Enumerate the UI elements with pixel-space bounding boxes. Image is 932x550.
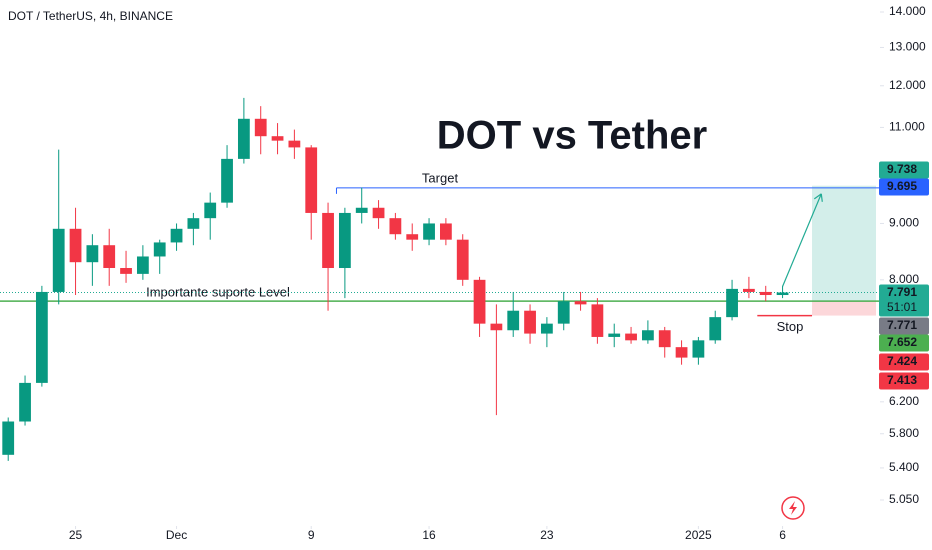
y-tick-label: 6.200 [889,394,919,408]
target-zone [812,185,876,302]
candle-body [204,202,217,219]
candle-body [743,288,755,292]
candle-body [759,291,772,296]
y-tick-label: 8.000 [889,272,919,286]
symbol-header: DOT / TetherUS, 4h, BINANCE [8,9,173,23]
x-tick-label: 23 [540,528,554,542]
candle-body [507,310,520,331]
candle-body [490,323,503,331]
y-tick-label: 12.000 [889,78,926,92]
y-tick-label: 5.400 [889,460,919,474]
y-tick-label: 11.000 [889,120,925,134]
candle-body [608,333,621,337]
price-label-box [879,178,929,196]
price-label-box [879,284,929,317]
candle-body [86,245,99,263]
candle-body [456,239,469,280]
price-label: 9.695 [887,179,917,193]
stop-label: Stop [777,319,804,334]
candle-body [19,382,31,422]
stop-zone [812,301,876,316]
target-label: Target [422,170,459,185]
candle-body [540,323,553,334]
candle-body [338,212,351,269]
price-label-box [879,317,929,335]
candle-body [389,218,402,235]
price-label: 7.791 [887,285,917,299]
x-tick-label: 9 [308,528,315,542]
candle-body [591,304,604,337]
price-label-box [879,161,929,179]
candle-body [103,245,116,269]
candle-body [473,279,486,324]
support-label: Importante suporte Level [146,285,290,300]
candle-body [776,292,789,296]
candle-body [35,291,48,383]
candle-body [675,347,688,358]
price-label: 9.738 [887,162,917,176]
candle-body [726,288,738,318]
candle-body [322,212,334,269]
candle-body [709,317,722,341]
price-label: 7.771 [887,318,917,332]
candle-body [237,118,250,159]
chart-title: DOT vs Tether [437,114,707,158]
price-label-box [879,353,929,371]
candle-body [406,234,419,240]
candle-body [153,242,166,257]
y-tick-label: 14.000 [889,4,926,18]
candle-body [372,207,385,219]
alert-bolt [789,501,797,515]
candle-body [254,118,267,137]
price-label-box [879,334,929,352]
candle-body [170,228,183,243]
candle-body [271,136,284,141]
y-tick-label: 9.000 [889,216,919,230]
candle-body [120,268,132,274]
price-label: 7.413 [887,373,917,387]
candle-body [2,421,15,455]
candle-body [423,223,435,240]
candle-body [692,340,705,358]
candle-body [557,301,570,324]
x-tick-label: 25 [69,528,83,542]
y-tick-label: 5.050 [889,492,919,506]
candle-body [52,228,65,292]
candle-body [658,330,671,348]
x-tick-label: 6 [779,528,786,542]
candle-body [136,256,149,274]
y-tick-label: 5.800 [889,426,919,440]
candle-body [305,147,318,213]
candle-body [625,333,637,341]
x-tick-label: 16 [422,528,436,542]
candle-body [642,330,654,341]
y-tick-label: 13.000 [889,40,926,54]
candle-body [187,218,200,229]
candle-body [574,301,587,305]
price-label: 7.424 [887,354,917,368]
candle-body [355,207,368,213]
candle-body [524,310,536,334]
candle-body [439,223,452,240]
alert-icon[interactable] [781,496,805,520]
arrow-head [813,193,823,202]
price-label: 7.652 [887,335,917,349]
x-tick-label: Dec [166,528,187,542]
x-tick-label: 2025 [685,528,712,542]
candle-body [288,140,301,148]
countdown-label: 51:01 [887,300,917,314]
projection-arrow [782,193,822,287]
candle-body [221,158,233,203]
price-label-box [879,372,929,390]
candle-body [69,228,82,263]
